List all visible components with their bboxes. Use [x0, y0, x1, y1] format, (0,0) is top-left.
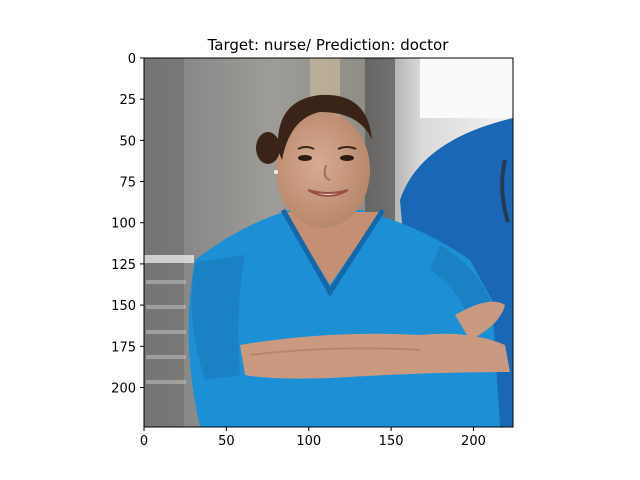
bright-window	[420, 58, 513, 118]
x-tick-label: 150	[379, 434, 404, 449]
hand	[455, 301, 505, 340]
right-eye	[340, 155, 354, 161]
right-sleeve	[430, 245, 490, 320]
smile	[307, 189, 349, 197]
x-axis: 0 50 100 150 200	[140, 427, 486, 449]
x-tick-label: 50	[218, 434, 235, 449]
y-tick-label: 25	[119, 93, 136, 108]
left-wall	[144, 58, 184, 427]
y-tick-label: 125	[111, 258, 136, 273]
earring	[274, 170, 278, 174]
y-tick-label: 150	[111, 299, 136, 314]
x-tick-label: 200	[461, 434, 486, 449]
nurse-hair	[277, 94, 372, 160]
y-tick-label: 50	[119, 134, 136, 149]
axes-frame	[143, 57, 514, 428]
rail-light	[144, 255, 194, 263]
y-tick-label: 175	[111, 340, 136, 355]
stethoscope-icon	[500, 159, 510, 223]
hair-bun	[256, 132, 280, 164]
x-tick-label: 0	[140, 434, 148, 449]
nurse-face	[276, 112, 370, 228]
nose	[323, 164, 331, 181]
y-tick-label: 75	[119, 176, 136, 191]
crossed-arms	[240, 333, 510, 379]
y-tick-label: 0	[128, 52, 136, 67]
nurse-neck	[285, 212, 380, 285]
photo-nurse	[144, 58, 513, 427]
y-tick-label: 200	[111, 381, 136, 396]
y-axis: 0 25 50 75 100 125 150 175 200	[111, 52, 144, 396]
left-sleeve	[191, 255, 245, 380]
left-eye	[298, 155, 312, 161]
x-tick-label: 100	[296, 434, 321, 449]
left-shelving	[146, 280, 186, 384]
chart-title: Target: nurse/ Prediction: doctor	[207, 36, 450, 54]
vneck-collar	[280, 208, 386, 297]
y-tick-label: 100	[111, 217, 136, 232]
